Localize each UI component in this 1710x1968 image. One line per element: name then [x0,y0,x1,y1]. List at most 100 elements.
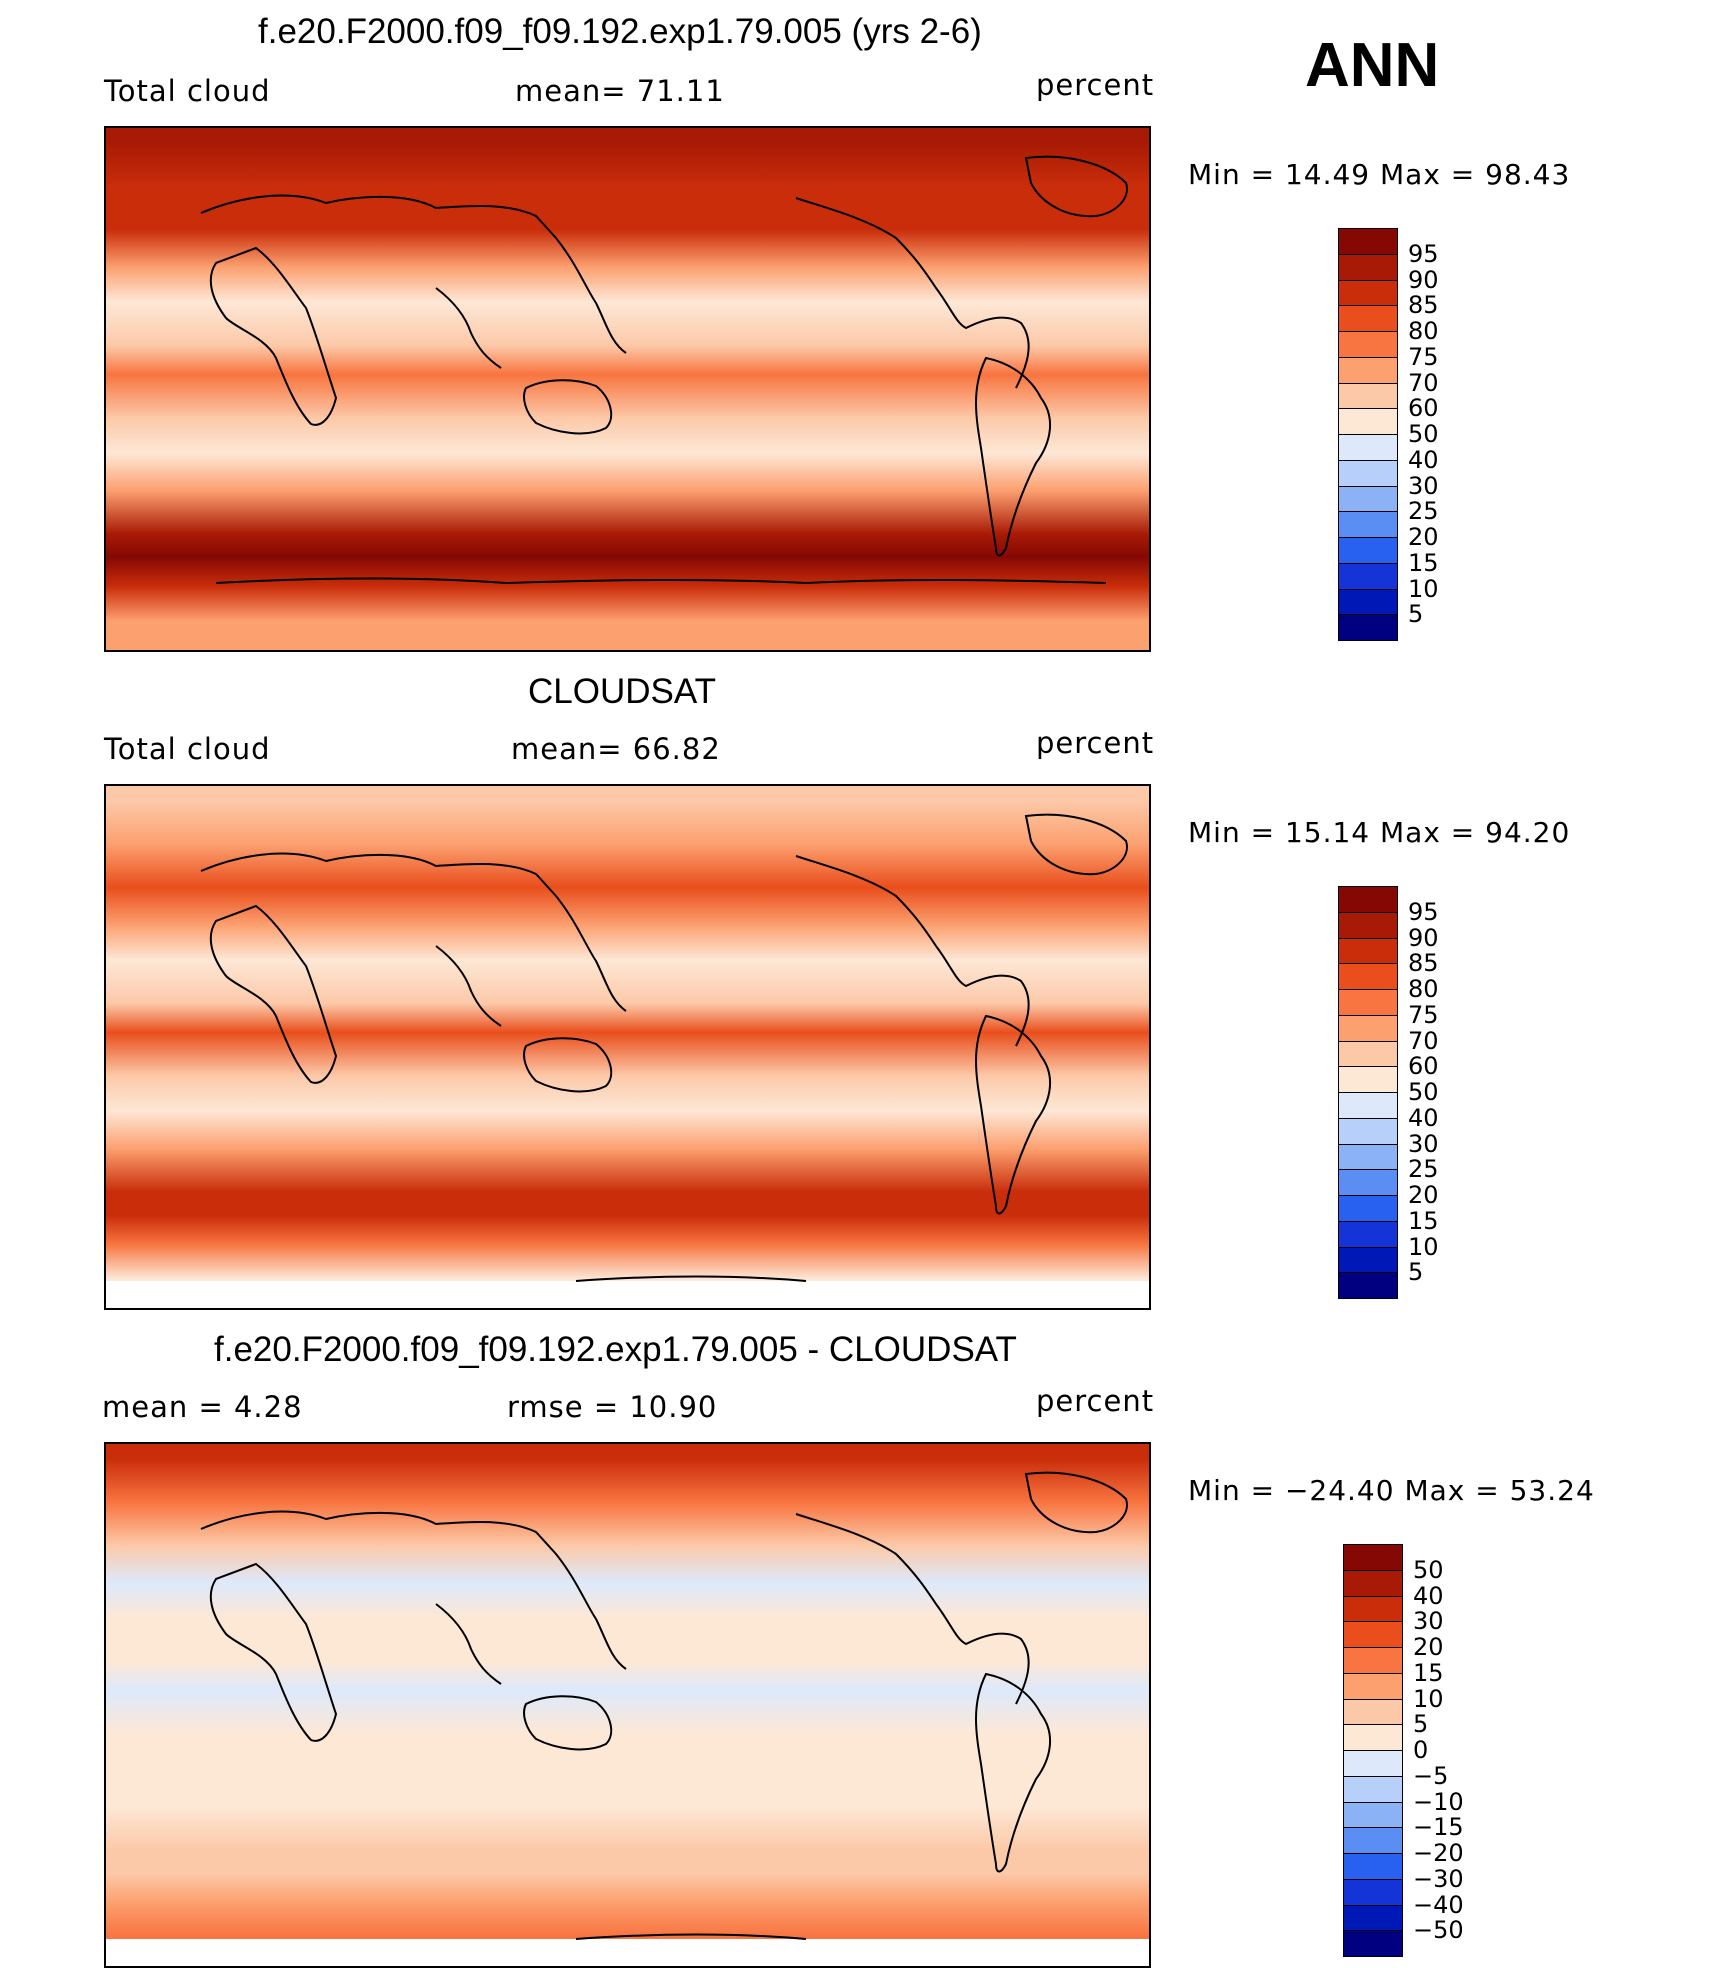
colorbar-label: 75 [1408,1000,1439,1029]
panel-2-map [104,784,1151,1310]
colorbar-label: 90 [1408,923,1439,952]
colorbar-label: 80 [1408,317,1439,345]
colorbar-swatch [1343,1569,1403,1597]
colorbar-label: 0 [1413,1736,1429,1764]
panel-3-mean-label: mean = 4.28 [102,1390,303,1424]
colorbar-swatch [1343,1775,1403,1803]
colorbar-swatch [1338,305,1398,332]
colorbar-label: −5 [1413,1761,1449,1790]
colorbar-swatch [1343,1595,1403,1623]
panel-1-coastlines [200,155,1128,585]
colorbar-label: 50 [1408,420,1439,448]
colorbar-swatch [1343,1904,1403,1932]
panel-2-variable-label: Total cloud [104,732,271,766]
colorbar-swatch [1338,937,1398,965]
colorbar-swatch [1338,1246,1398,1274]
colorbar-label: 50 [1413,1555,1444,1584]
colorbar-label: 30 [1408,471,1439,500]
colorbar-swatch [1343,1672,1403,1700]
colorbar-label: 85 [1408,291,1439,320]
colorbar-swatch [1343,1698,1403,1726]
panel-1-mean-label: mean= 71.11 [515,74,725,108]
colorbar-swatch [1343,1853,1403,1880]
panel-1-title: f.e20.F2000.f09_f09.192.exp1.79.005 (yrs… [258,12,982,51]
panel-1-colorbar: 95 90 85 80 75 70 60 50 40 30 25 20 15 10 5 [1338,228,1439,641]
colorbar-swatch [1338,279,1398,307]
colorbar-swatch [1343,1930,1403,1957]
colorbar-label: 95 [1408,897,1439,926]
colorbar-swatch [1343,1878,1403,1906]
panel-2-missing-band [106,1281,1149,1308]
colorbar-swatch [1338,434,1398,461]
panel-1-units-label: percent [1036,68,1155,102]
colorbar-label: 5 [1408,1258,1424,1287]
colorbar-label: 10 [1413,1684,1444,1713]
panel-1-map [104,126,1151,652]
panel-2-minmax: Min = 15.14 Max = 94.20 [1188,816,1571,849]
panel-2-colorbar: 95 90 85 80 75 70 60 50 40 30 25 20 15 10 5 [1338,886,1439,1299]
panel-3-field [106,1444,1149,1966]
colorbar-swatch [1338,331,1398,358]
panel-2-units-label: percent [1036,726,1155,760]
colorbar-swatch [1338,1220,1398,1248]
panel-3-rmse-label: rmse = 10.90 [507,1390,718,1424]
colorbar-label: 90 [1408,265,1439,294]
panel-3-map-svg [106,1444,1149,1966]
colorbar-swatch [1338,1272,1398,1299]
colorbar-label: 25 [1408,1155,1439,1184]
colorbar-swatch [1343,1621,1403,1648]
colorbar-swatch [1343,1647,1403,1674]
colorbar-label: 25 [1408,497,1439,526]
panel-1-map-svg [106,128,1149,650]
colorbar-swatch [1338,1169,1398,1196]
colorbar-label: 40 [1408,1103,1439,1132]
panel-2-map-svg [106,786,1149,1308]
colorbar-swatch [1338,228,1398,255]
colorbar-swatch [1338,886,1398,913]
colorbar-swatch [1338,1040,1398,1068]
colorbar-label: 95 [1408,239,1439,268]
colorbar-label: 10 [1408,1232,1439,1261]
colorbar-label: 85 [1408,949,1439,978]
panel-3-coastlines [200,1471,1128,1940]
colorbar-label: −40 [1413,1890,1464,1919]
colorbar-label: 80 [1408,975,1439,1003]
colorbar-swatch [1338,253,1398,281]
colorbar-swatch [1343,1827,1403,1854]
panel-3-missing-band [106,1939,1149,1966]
colorbar-label: 60 [1408,394,1439,423]
colorbar-label: −20 [1413,1839,1464,1867]
colorbar-swatch [1338,963,1398,990]
colorbar-label: 15 [1408,1206,1439,1235]
colorbar-swatch [1338,485,1398,513]
panel-3-units-label: percent [1036,1384,1155,1418]
colorbar-label: −50 [1413,1916,1464,1945]
colorbar-label: 50 [1408,1078,1439,1106]
panel-1-field [106,128,1149,650]
colorbar-label: 40 [1413,1581,1444,1610]
colorbar-swatch [1338,562,1398,590]
colorbar-label: 70 [1408,368,1439,397]
colorbar-swatch [1338,1143,1398,1171]
colorbar-label: 10 [1408,574,1439,603]
colorbar-swatch [1343,1801,1403,1829]
colorbar-label: 70 [1408,1026,1439,1055]
colorbar-label: −30 [1413,1864,1464,1893]
colorbar-swatch [1338,408,1398,435]
panel-3-minmax: Min = −24.40 Max = 53.24 [1188,1474,1595,1507]
panel-2-coastlines [200,813,1128,1282]
colorbar-label: −10 [1413,1787,1464,1816]
panel-1-variable-label: Total cloud [104,74,271,108]
colorbar-swatch [1338,911,1398,939]
colorbar-swatch [1338,1195,1398,1222]
colorbar-label: 60 [1408,1052,1439,1081]
colorbar-swatch [1338,459,1398,487]
colorbar-label: 20 [1408,1181,1439,1209]
colorbar-swatch [1338,356,1398,384]
colorbar-label: 30 [1413,1607,1444,1636]
colorbar-swatch [1338,1014,1398,1042]
panel-1-minmax: Min = 14.49 Max = 98.43 [1188,158,1571,191]
colorbar-swatch [1338,1066,1398,1093]
colorbar-swatch [1338,989,1398,1016]
panel-2-mean-label: mean= 66.82 [511,732,721,766]
